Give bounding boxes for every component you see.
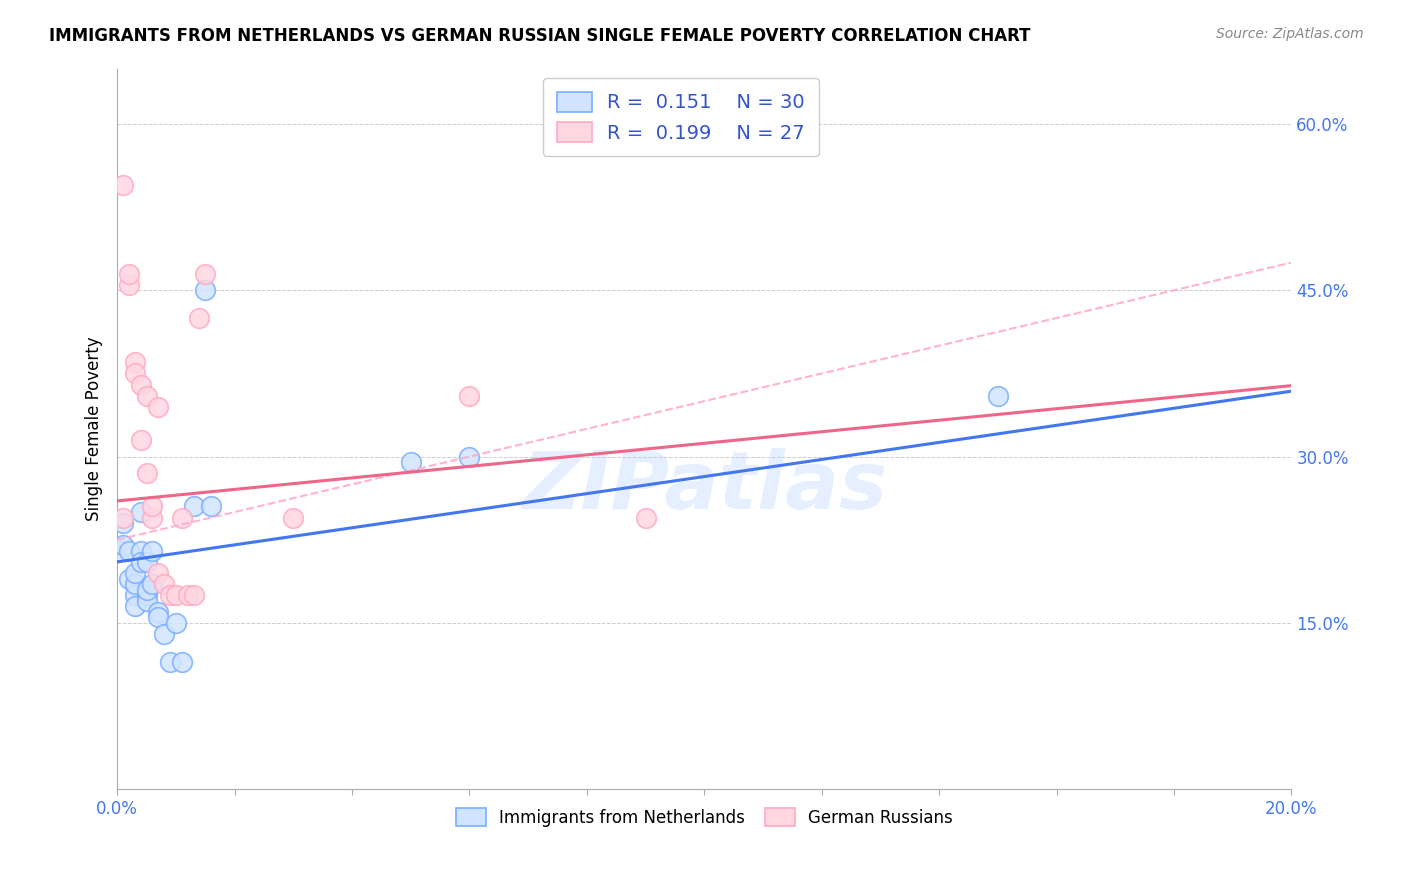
Point: [135, 582, 157, 597]
Legend: Immigrants from Netherlands, German Russians: Immigrants from Netherlands, German Russ…: [447, 800, 962, 835]
Point: [141, 510, 163, 524]
Point: [141, 544, 163, 558]
Point: [141, 577, 163, 591]
Point: [112, 178, 135, 192]
Point: [148, 566, 170, 580]
Point: [118, 544, 141, 558]
Point: [194, 283, 217, 297]
Point: [200, 500, 222, 514]
Point: [188, 310, 211, 325]
Point: [183, 588, 205, 602]
Point: [135, 467, 157, 481]
Point: [118, 277, 141, 292]
Point: [634, 510, 657, 524]
Point: [153, 627, 176, 641]
Point: [135, 588, 157, 602]
Point: [118, 572, 141, 586]
Point: [124, 577, 146, 591]
Y-axis label: Single Female Poverty: Single Female Poverty: [86, 336, 103, 521]
Point: [135, 389, 157, 403]
Point: [194, 267, 217, 281]
Point: [170, 655, 193, 669]
Point: [124, 588, 146, 602]
Point: [148, 400, 170, 414]
Point: [129, 377, 152, 392]
Point: [141, 500, 163, 514]
Point: [124, 367, 146, 381]
Point: [108, 544, 131, 558]
Point: [129, 544, 152, 558]
Point: [129, 505, 152, 519]
Point: [129, 555, 152, 569]
Point: [112, 516, 135, 530]
Point: [129, 433, 152, 447]
Text: ZIPatlas: ZIPatlas: [522, 448, 887, 525]
Point: [135, 555, 157, 569]
Point: [153, 577, 176, 591]
Point: [124, 599, 146, 614]
Point: [159, 588, 181, 602]
Point: [165, 615, 187, 630]
Point: [170, 510, 193, 524]
Point: [118, 267, 141, 281]
Point: [458, 389, 481, 403]
Point: [159, 655, 181, 669]
Point: [176, 588, 198, 602]
Point: [399, 455, 422, 469]
Point: [135, 593, 157, 607]
Point: [124, 355, 146, 369]
Point: [124, 566, 146, 580]
Point: [283, 510, 305, 524]
Point: [183, 500, 205, 514]
Point: [148, 610, 170, 624]
Point: [112, 538, 135, 552]
Point: [112, 510, 135, 524]
Text: IMMIGRANTS FROM NETHERLANDS VS GERMAN RUSSIAN SINGLE FEMALE POVERTY CORRELATION : IMMIGRANTS FROM NETHERLANDS VS GERMAN RU…: [49, 27, 1031, 45]
Point: [165, 588, 187, 602]
Point: [458, 450, 481, 464]
Point: [148, 605, 170, 619]
Point: [987, 389, 1010, 403]
Text: Source: ZipAtlas.com: Source: ZipAtlas.com: [1216, 27, 1364, 41]
